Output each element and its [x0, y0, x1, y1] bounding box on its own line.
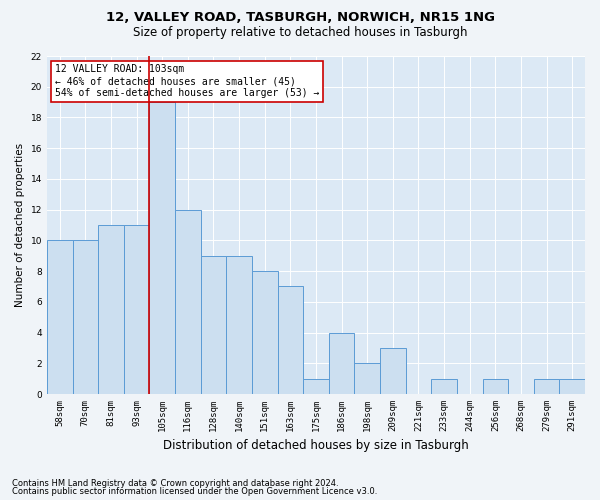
Bar	[355, 364, 380, 394]
Bar	[431, 378, 457, 394]
Bar	[200, 256, 226, 394]
Y-axis label: Number of detached properties: Number of detached properties	[15, 143, 25, 307]
Bar	[278, 286, 303, 394]
Bar	[124, 225, 149, 394]
Bar	[149, 102, 175, 394]
Bar	[252, 271, 278, 394]
Text: Contains public sector information licensed under the Open Government Licence v3: Contains public sector information licen…	[12, 487, 377, 496]
Bar	[329, 332, 355, 394]
Bar	[559, 378, 585, 394]
Bar	[380, 348, 406, 394]
Bar	[303, 378, 329, 394]
Bar	[482, 378, 508, 394]
Text: 12 VALLEY ROAD: 103sqm
← 46% of detached houses are smaller (45)
54% of semi-det: 12 VALLEY ROAD: 103sqm ← 46% of detached…	[55, 64, 319, 98]
Bar	[98, 225, 124, 394]
X-axis label: Distribution of detached houses by size in Tasburgh: Distribution of detached houses by size …	[163, 440, 469, 452]
Bar	[175, 210, 200, 394]
Bar	[47, 240, 73, 394]
Text: Size of property relative to detached houses in Tasburgh: Size of property relative to detached ho…	[133, 26, 467, 39]
Bar	[73, 240, 98, 394]
Bar	[534, 378, 559, 394]
Bar	[226, 256, 252, 394]
Text: Contains HM Land Registry data © Crown copyright and database right 2024.: Contains HM Land Registry data © Crown c…	[12, 478, 338, 488]
Text: 12, VALLEY ROAD, TASBURGH, NORWICH, NR15 1NG: 12, VALLEY ROAD, TASBURGH, NORWICH, NR15…	[106, 11, 494, 24]
